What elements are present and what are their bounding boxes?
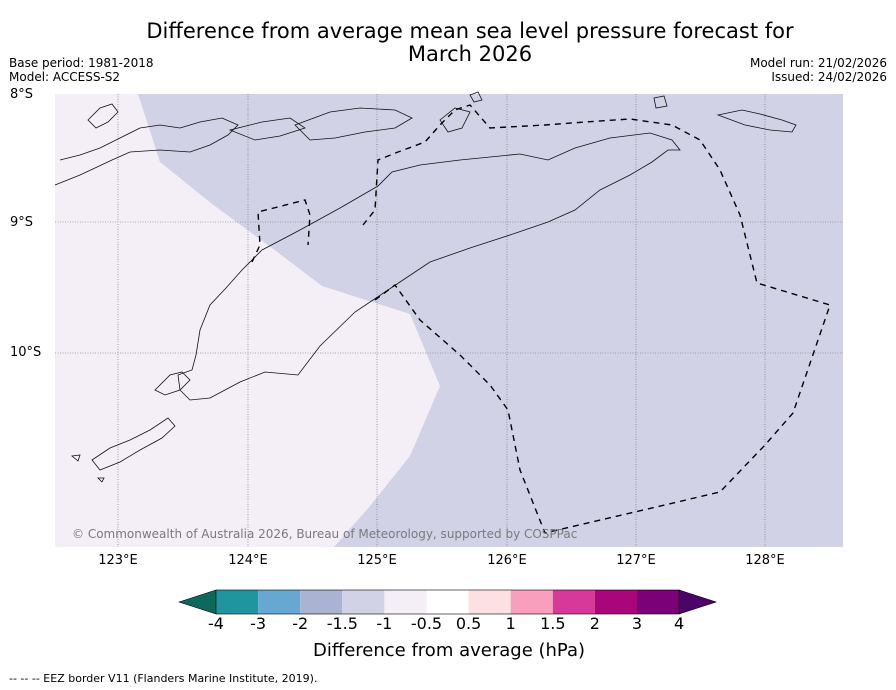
- colorbar-tick-label: -0.5: [410, 614, 443, 633]
- colorbar-tick-label: -1: [376, 614, 393, 633]
- coast-babar: [716, 109, 797, 133]
- colorbar-bin: [384, 590, 427, 614]
- colorbar-extend-low: [178, 589, 217, 615]
- colorbar-bin: [426, 590, 469, 614]
- coast-solor: [87, 103, 119, 129]
- colorbar-tick-label: 4: [674, 614, 685, 633]
- model-run: Model run: 21/02/2026: [749, 56, 887, 70]
- coast-dana: [97, 477, 105, 483]
- colorbar-tick-label: -2: [292, 614, 309, 633]
- issued-date: Issued: 24/02/2026: [771, 70, 887, 84]
- eez-oecusse: [251, 199, 311, 263]
- model-name: Model: ACCESS-S2: [9, 70, 121, 84]
- eez-footnote: -- -- -- EEZ border V11 (Flanders Marine…: [9, 672, 318, 685]
- coastlines: [54, 91, 797, 483]
- eez-timor-leste-east: [362, 104, 831, 534]
- coast-rote: [154, 371, 191, 396]
- lat-label-8s: 8°S: [10, 87, 34, 102]
- coast-timor: [177, 132, 681, 401]
- colorbar-tick-label: 1: [505, 614, 516, 633]
- colorbar-tick-label: -4: [208, 614, 224, 633]
- colorbar-tick-label: 2: [589, 614, 600, 633]
- title-line-2: March 2026: [407, 42, 533, 66]
- meta-right: Model run: 21/02/2026 Issued: 24/02/2026: [750, 56, 887, 84]
- map-west-shade: [55, 94, 440, 547]
- base-period: Base period: 1981-2018: [9, 56, 154, 70]
- colorbar-bin: [468, 590, 511, 614]
- coast-sawu: [91, 417, 176, 471]
- coast-flores: [54, 117, 239, 186]
- coast-alor: [228, 117, 306, 141]
- lon-label-127e: 127°E: [616, 553, 656, 568]
- colorbar-tick-label: -3: [250, 614, 267, 633]
- lon-label-124e: 124°E: [228, 553, 268, 568]
- colorbar-tick-label: 3: [631, 614, 643, 633]
- colorbar-bin: [510, 590, 553, 614]
- lon-label-125e: 125°E: [357, 553, 397, 568]
- colorbar-bin: [594, 590, 637, 614]
- coast-raijua: [71, 454, 81, 462]
- lat-label-9s: 9°S: [10, 215, 34, 230]
- coast-kisar: [439, 107, 471, 133]
- coast-wetar: [294, 107, 413, 141]
- map-title: Difference from average mean sea level p…: [100, 20, 840, 66]
- copyright-notice: © Commonwealth of Australia 2026, Bureau…: [72, 527, 578, 541]
- colorbar-extend-high: [678, 589, 718, 615]
- lon-label-126e: 126°E: [487, 553, 527, 568]
- colorbar: [178, 589, 718, 615]
- gridlines: [55, 94, 843, 547]
- colorbar-bin: [552, 590, 595, 614]
- colorbar-tick-label: -1.5: [326, 614, 358, 633]
- coast-islet-2: [469, 91, 483, 103]
- colorbar-bin: [637, 590, 680, 614]
- colorbar-bin: [342, 590, 385, 614]
- colorbar-tick-label: 1.5: [540, 614, 566, 633]
- lon-label-123e: 123°E: [98, 553, 138, 568]
- lat-label-10s: 10°S: [10, 345, 42, 360]
- colorbar-bin: [300, 590, 343, 614]
- eez-borders: [251, 104, 831, 534]
- meta-left: Base period: 1981-2018 Model: ACCESS-S2: [9, 56, 154, 84]
- lon-label-128e: 128°E: [745, 553, 785, 568]
- colorbar-tick-label: 0.5: [455, 614, 482, 633]
- coast-islet-1: [653, 95, 668, 109]
- title-line-1: Difference from average mean sea level p…: [146, 19, 794, 43]
- colorbar-title: Difference from average (hPa): [312, 640, 586, 661]
- colorbar-bin: [216, 590, 259, 614]
- colorbar-bin: [258, 590, 301, 614]
- colorbar-frame: [215, 589, 680, 615]
